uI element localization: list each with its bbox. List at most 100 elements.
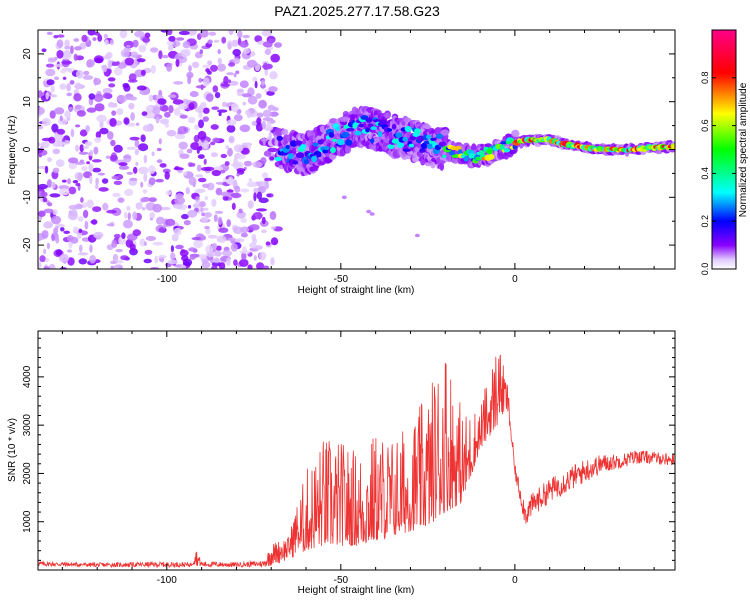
noise-blob — [38, 261, 42, 269]
noise-blob — [155, 116, 160, 124]
noise-blob — [138, 166, 149, 175]
noise-blob — [210, 141, 216, 146]
noise-blob — [199, 30, 209, 38]
colorbar-tick-label: 0.2 — [700, 215, 710, 228]
noise-blob — [203, 158, 207, 165]
noise-blob — [237, 30, 243, 39]
noise-blob — [63, 230, 70, 234]
noise-blob — [187, 116, 196, 124]
noise-blob — [240, 226, 250, 233]
noise-blob — [57, 34, 65, 38]
noise-blob — [84, 220, 89, 230]
noise-blob — [254, 35, 263, 43]
noise-blob — [247, 200, 254, 209]
noise-blob — [226, 219, 231, 228]
noise-blob — [181, 213, 189, 220]
noise-blob — [96, 114, 107, 123]
noise-blob — [38, 210, 46, 217]
noise-blob — [210, 64, 218, 72]
noise-blob — [111, 239, 118, 248]
noise-blob — [167, 259, 179, 265]
ridge-core — [417, 135, 425, 142]
noise-blob — [97, 34, 103, 42]
snr-plot-area — [38, 354, 675, 569]
noise-blob — [41, 230, 49, 239]
noise-blob — [269, 156, 275, 161]
ridge-halo — [384, 112, 391, 119]
snr-panel: -100 -50 0 1000 2000 3000 4000 Height of strai… — [7, 330, 676, 596]
noise-blob — [207, 60, 213, 66]
noise-blob — [64, 45, 71, 50]
noise-blob — [253, 187, 259, 194]
noise-blob — [207, 234, 218, 239]
ridge-core — [402, 148, 411, 152]
noise-blob — [248, 178, 253, 183]
noise-blob — [196, 164, 202, 172]
noise-blob — [139, 89, 150, 96]
noise-blob — [89, 244, 93, 253]
noise-blob — [175, 37, 185, 41]
noise-blob — [190, 142, 200, 151]
noise-blob — [126, 171, 133, 175]
noise-blob — [166, 40, 174, 46]
noise-blob — [49, 193, 61, 198]
noise-blob — [240, 188, 250, 193]
noise-blob — [38, 142, 41, 147]
noise-blob — [144, 32, 151, 39]
noise-blob — [204, 196, 208, 201]
noise-blob — [179, 114, 188, 119]
noise-blob — [107, 131, 114, 140]
noise-blob — [233, 144, 244, 153]
noise-blob — [82, 209, 89, 219]
noise-blob — [234, 238, 245, 243]
noise-blob — [132, 39, 139, 48]
ridge-core — [425, 134, 432, 139]
noise-blob — [55, 159, 65, 168]
noise-blob — [191, 237, 202, 241]
noise-blob — [82, 146, 89, 149]
noise-blob — [249, 242, 257, 249]
noise-blob — [197, 130, 207, 140]
noise-blob — [140, 134, 146, 142]
ridge-halo — [440, 129, 450, 136]
noise-blob — [178, 30, 190, 36]
noise-blob — [86, 199, 94, 209]
spectrogram-ylabel: Frequency (Hz) — [7, 116, 18, 185]
noise-blob — [89, 254, 96, 264]
noise-blob — [123, 84, 131, 92]
noise-blob — [68, 157, 79, 164]
noise-blob — [231, 39, 239, 47]
noise-blob — [108, 68, 112, 75]
noise-blob — [239, 258, 249, 267]
noise-blob — [221, 250, 233, 257]
noise-blob — [66, 83, 71, 92]
noise-blob — [94, 57, 103, 64]
noise-blob — [98, 187, 109, 192]
noise-blob — [231, 103, 239, 113]
noise-blob — [181, 50, 189, 58]
noise-blob — [115, 248, 123, 253]
noise-blob — [243, 160, 252, 167]
ridge-core — [303, 159, 310, 165]
noise-blob — [246, 109, 251, 119]
ridge-core — [285, 144, 290, 150]
noise-blob — [46, 179, 52, 188]
snr-xlabel: Height of straight line (km) — [298, 585, 415, 596]
noise-blob — [113, 66, 123, 76]
ridge-core — [300, 144, 307, 149]
noise-blob — [102, 202, 109, 211]
noise-blob — [200, 167, 211, 171]
noise-blob — [143, 258, 152, 264]
ridge-core — [354, 130, 362, 136]
noise-blob — [255, 122, 264, 132]
noise-blob — [127, 212, 131, 221]
noise-blob — [67, 257, 75, 266]
noise-blob — [102, 92, 111, 99]
noise-blob — [51, 123, 59, 133]
noise-blob — [43, 248, 47, 255]
ridge-halo — [412, 157, 421, 162]
noise-blob — [240, 218, 247, 223]
noise-blob — [140, 181, 144, 188]
noise-blob — [177, 126, 189, 135]
colorbar: 0.0 0.2 0.4 0.6 0.8 Normalized spectral ampl… — [700, 29, 749, 275]
